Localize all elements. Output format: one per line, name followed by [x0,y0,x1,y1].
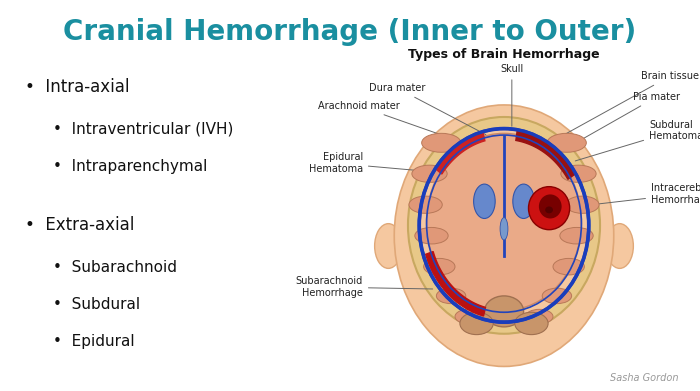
Polygon shape [426,251,486,316]
Ellipse shape [539,194,561,219]
Ellipse shape [553,258,584,275]
Text: Skull: Skull [500,64,524,126]
Text: •  Intra-axial: • Intra-axial [25,78,130,96]
Ellipse shape [484,296,524,327]
Ellipse shape [528,187,570,230]
Ellipse shape [547,133,587,152]
Ellipse shape [426,133,582,310]
Text: Brain tissue: Brain tissue [561,71,699,136]
Text: •  Subdural: • Subdural [53,297,140,312]
Text: Epidural
Hematoma: Epidural Hematoma [309,152,433,174]
Ellipse shape [455,309,482,324]
Ellipse shape [566,196,599,213]
Ellipse shape [436,288,466,304]
Text: Subarachnoid
Hemorrhage: Subarachnoid Hemorrhage [295,276,433,298]
Ellipse shape [474,184,495,219]
Text: Types of Brain Hemorrhage: Types of Brain Hemorrhage [408,48,600,61]
Text: •  Intraparenchymal: • Intraparenchymal [53,159,208,174]
Ellipse shape [412,165,447,182]
Ellipse shape [513,184,534,219]
Text: Dura mater: Dura mater [369,83,486,135]
Ellipse shape [514,312,548,335]
Ellipse shape [408,117,600,334]
Text: Cranial Hemorrhage (Inner to Outer): Cranial Hemorrhage (Inner to Outer) [64,18,636,46]
Polygon shape [516,131,575,179]
Text: Subdural
Hematoma: Subdural Hematoma [575,120,700,161]
Ellipse shape [424,258,455,275]
Ellipse shape [415,228,448,244]
Text: Intracerebral
Hemorrhage: Intracerebral Hemorrhage [580,183,700,206]
Text: •  Extra-axial: • Extra-axial [25,216,135,234]
Ellipse shape [526,309,553,324]
Ellipse shape [421,133,461,152]
Ellipse shape [419,128,589,323]
Ellipse shape [460,312,494,335]
Ellipse shape [394,105,614,366]
Circle shape [545,206,553,213]
Ellipse shape [606,224,634,268]
Ellipse shape [542,288,572,304]
Text: •  Subarachnoid: • Subarachnoid [53,260,177,275]
Polygon shape [435,131,485,174]
Text: Sasha Gordon: Sasha Gordon [610,373,679,383]
Ellipse shape [560,228,593,244]
Ellipse shape [500,218,508,240]
Text: Arachnoid mater: Arachnoid mater [318,101,466,143]
Ellipse shape [561,165,596,182]
Ellipse shape [409,196,442,213]
Text: •  Intraventricular (IVH): • Intraventricular (IVH) [53,122,234,137]
Ellipse shape [374,224,402,268]
Text: Pia mater: Pia mater [569,92,680,147]
Text: •  Epidural: • Epidural [53,334,135,349]
